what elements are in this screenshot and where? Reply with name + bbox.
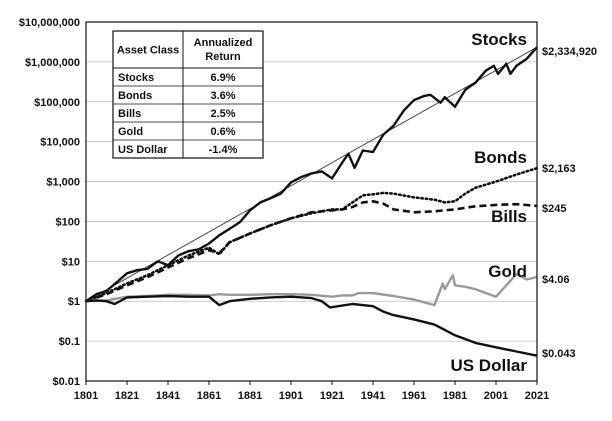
series-name-label: Stocks	[471, 30, 527, 49]
series-name-label: US Dollar	[450, 356, 527, 375]
table-cell-asset: US Dollar	[118, 144, 168, 156]
table-cell-return: -1.4%	[209, 144, 238, 156]
table-header: Asset Class	[117, 45, 179, 57]
table-cell-asset: Bills	[118, 108, 141, 120]
y-tick-label: $1,000,000	[25, 57, 80, 69]
x-tick-label: 1901	[279, 390, 303, 402]
series-name-label: Bills	[491, 207, 527, 226]
returns-table: Asset Class Annualized Return Stocks 6.9% Bon…	[112, 30, 264, 159]
series-labels: Stocks $2,334,920 Bonds $2,163 Bills $245 Gold…	[450, 30, 597, 375]
x-tick-label: 2021	[525, 390, 549, 402]
series-line-bills	[85, 200, 538, 303]
table-cell-asset: Stocks	[118, 72, 154, 84]
x-tick-label: 1841	[156, 390, 180, 402]
x-tick-label: 2001	[484, 390, 508, 402]
x-tick-label: 1821	[115, 390, 139, 402]
series-end-value-label: $2,334,920	[542, 46, 597, 58]
series-line-gold	[85, 272, 538, 307]
x-tick-label: 1881	[238, 390, 262, 402]
series-lines	[84, 46, 539, 357]
y-tick-label: $10	[62, 256, 80, 268]
series-end-value-label: $245	[542, 203, 566, 215]
y-tick-label: $100	[56, 216, 80, 228]
y-axis-tick-labels: $0.01 $0.1 $1 $10 $100 $1,000 $10,000 $100,000 $…	[19, 17, 80, 388]
plot-border	[85, 21, 538, 382]
series-name-label: Gold	[488, 262, 527, 281]
series-line-bonds	[84, 166, 539, 303]
table-cell-asset: Bonds	[118, 90, 152, 102]
x-tick-label: 1921	[320, 390, 344, 402]
x-tick-label: 1801	[74, 390, 98, 402]
y-tick-label: $0.1	[59, 336, 80, 348]
series-end-value-label: $4.06	[542, 274, 570, 286]
y-tick-label: $1	[68, 296, 80, 308]
series-line-us-dollar	[85, 294, 538, 357]
series-end-value-label: $0.043	[542, 348, 576, 360]
plot-frame	[85, 21, 538, 382]
table-cell-asset: Gold	[118, 126, 143, 138]
y-tick-label: $0.01	[52, 376, 80, 388]
table-cell-return: 3.6%	[210, 90, 235, 102]
y-tick-label: $10,000,000	[19, 17, 80, 29]
x-axis-tick-labels: 1801 1821 1841 1861 1881 1901 1921 1941 1961 1981…	[74, 381, 549, 402]
table-header: Annualized Return	[194, 37, 253, 63]
y-tick-label: $100,000	[34, 97, 80, 109]
table-cell-return: 6.9%	[210, 72, 235, 84]
table-frame	[112, 30, 264, 159]
x-tick-label: 1961	[402, 390, 426, 402]
y-tick-label: $10,000	[40, 137, 80, 149]
series-name-label: Bonds	[474, 148, 527, 167]
x-tick-label: 1981	[443, 390, 467, 402]
table-cell-return: 2.5%	[210, 108, 235, 120]
x-tick-label: 1861	[197, 390, 221, 402]
y-tick-label: $1,000	[46, 177, 80, 189]
x-tick-label: 1941	[361, 390, 385, 402]
series-end-value-label: $2,163	[542, 163, 576, 175]
table-cell-return: 0.6%	[210, 126, 235, 138]
